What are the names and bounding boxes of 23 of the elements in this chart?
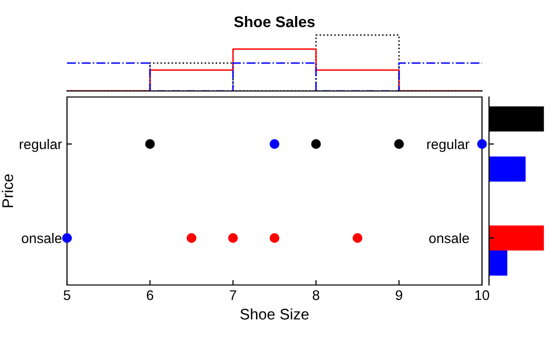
- point: [311, 139, 321, 149]
- point: [186, 233, 196, 243]
- point: [228, 233, 238, 243]
- point: [145, 139, 155, 149]
- x-tick-label: 10: [475, 290, 490, 300]
- y-tick-label: regular: [427, 138, 470, 152]
- x-tick-label: 5: [64, 290, 70, 300]
- point: [352, 233, 362, 243]
- y-tick-label: regular: [20, 138, 62, 152]
- x-tick-label: 9: [396, 290, 402, 300]
- chart-title: Shoe Sales: [234, 16, 315, 28]
- y-tick-label: onsale: [429, 232, 469, 244]
- x-tick-label: 6: [146, 290, 154, 300]
- y-axis-title: Price: [2, 174, 14, 208]
- point: [62, 233, 72, 243]
- point: [270, 139, 280, 149]
- point: [394, 139, 404, 149]
- x-tick-label: 7: [230, 290, 236, 300]
- point: [270, 233, 280, 243]
- x-tick-label: 8: [312, 290, 320, 300]
- x-axis-title: Shoe Size: [240, 308, 309, 320]
- point: [477, 139, 487, 149]
- y-tick-label: onsale: [22, 232, 62, 244]
